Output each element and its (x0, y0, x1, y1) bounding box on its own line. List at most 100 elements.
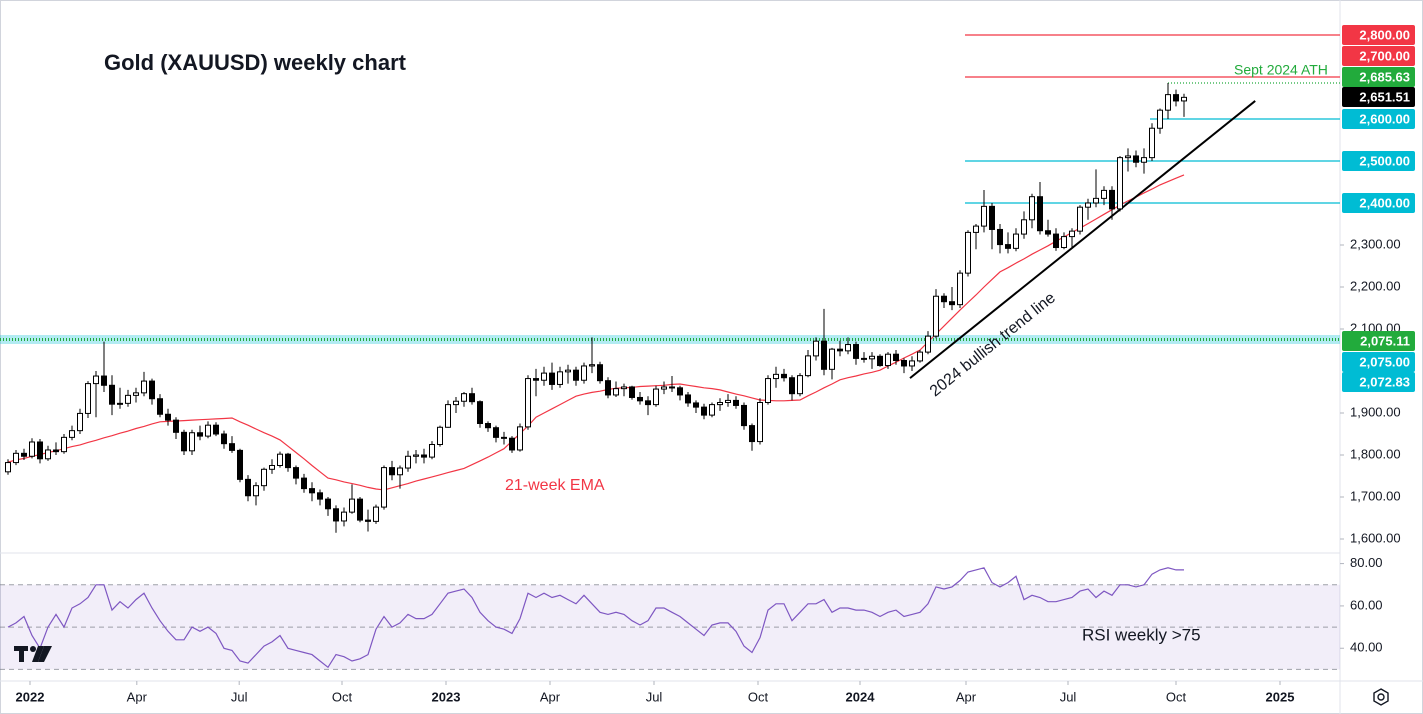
candle-body (797, 375, 803, 395)
x-tick-label: 2023 (432, 689, 461, 704)
x-tick-label: Apr (956, 689, 977, 704)
candle-body (965, 231, 971, 274)
y-tick-label: 1,900.00 (1350, 404, 1401, 419)
candle-body (1069, 230, 1075, 238)
candle-body (1093, 197, 1099, 204)
y-tick-label: 1,700.00 (1350, 488, 1401, 503)
candle-body (69, 430, 75, 438)
candle-body (677, 387, 683, 396)
candle-body (1021, 219, 1027, 235)
candle-body (893, 353, 899, 362)
price-label: 2,600.00 (1359, 111, 1410, 126)
candle-body (693, 402, 699, 408)
candle-body (645, 400, 651, 406)
candle-body (493, 427, 499, 438)
candle-body (1085, 202, 1091, 208)
candle-body (989, 205, 995, 230)
ath-annotation: Sept 2024 ATH (1234, 62, 1328, 78)
candle-body (933, 295, 939, 337)
candle-body (597, 364, 603, 382)
price-label: 2,700.00 (1359, 48, 1410, 63)
candle-body (741, 404, 747, 427)
x-tick-label: 2025 (1266, 689, 1295, 704)
y-tick-label: 1,800.00 (1350, 446, 1401, 461)
candle-body (1101, 189, 1107, 199)
candle-body (221, 433, 227, 445)
candle-body (133, 392, 139, 396)
candle-body (181, 431, 187, 452)
candle-body (565, 369, 571, 373)
candle-body (973, 225, 979, 233)
settings-icon[interactable] (1373, 688, 1389, 706)
candle-body (773, 373, 779, 380)
x-tick-label: 2022 (16, 689, 45, 704)
candle-body (373, 506, 379, 522)
candle-body (1005, 244, 1011, 249)
candle-body (5, 462, 11, 473)
candle-body (709, 404, 715, 416)
candle-body (93, 375, 99, 385)
candle-body (125, 394, 131, 404)
candle-body (205, 424, 211, 437)
candle-body (37, 441, 43, 460)
candle-body (541, 372, 547, 381)
candle-body (301, 477, 307, 490)
candle-body (261, 468, 267, 487)
candle-body (437, 426, 443, 446)
candle-body (853, 344, 859, 359)
candle-body (61, 436, 67, 453)
candle-body (165, 413, 171, 421)
candle-body (333, 508, 339, 522)
price-label: 2,072.83 (1359, 374, 1410, 389)
candle-body (413, 454, 419, 457)
price-label: 2,075.00 (1359, 354, 1410, 369)
candle-body (1133, 155, 1139, 163)
x-tick-label: Jul (1060, 689, 1077, 704)
candle-body (861, 357, 867, 360)
candle-body (1037, 196, 1043, 232)
candle-body (613, 388, 619, 396)
candle-body (1181, 96, 1187, 102)
candle-body (949, 301, 955, 306)
candle-body (901, 360, 907, 367)
candle-body (229, 443, 235, 451)
candle-body (1173, 94, 1179, 102)
candle-body (477, 401, 483, 425)
candle-body (485, 423, 491, 429)
candle-body (269, 465, 275, 470)
candle-body (21, 452, 27, 457)
candle-body (1061, 236, 1067, 249)
candle-body (717, 402, 723, 406)
rsi-y-tick-label: 40.00 (1350, 640, 1383, 655)
x-tick-label: Oct (1166, 689, 1187, 704)
candle-body (405, 455, 411, 469)
price-label-box (1342, 46, 1415, 66)
price-label-box (1342, 25, 1415, 45)
price-label-box (1342, 193, 1415, 213)
candle-body (533, 378, 539, 381)
candle-body (733, 399, 739, 406)
candle-body (13, 452, 19, 464)
x-tick-label: Jul (231, 689, 248, 704)
x-tick-label: Apr (127, 689, 148, 704)
candle-body (1013, 233, 1019, 249)
y-tick-label: 1,600.00 (1350, 530, 1401, 545)
candle-body (357, 498, 363, 521)
candle-body (1109, 189, 1115, 210)
candle-body (117, 402, 123, 405)
candle-body (85, 383, 91, 414)
price-label-box (1342, 151, 1415, 171)
candle-body (1141, 157, 1147, 163)
candle-body (701, 406, 707, 416)
candle-body (573, 369, 579, 381)
candle-body (453, 400, 459, 406)
candle-body (685, 394, 691, 404)
candle-body (197, 432, 203, 437)
candle-body (629, 386, 635, 398)
x-tick-label: Jul (646, 689, 663, 704)
ema-line (7, 174, 1185, 491)
candle-body (605, 380, 611, 396)
candle-body (661, 386, 667, 390)
candle-body (461, 393, 467, 402)
price-label-box (1342, 109, 1415, 129)
